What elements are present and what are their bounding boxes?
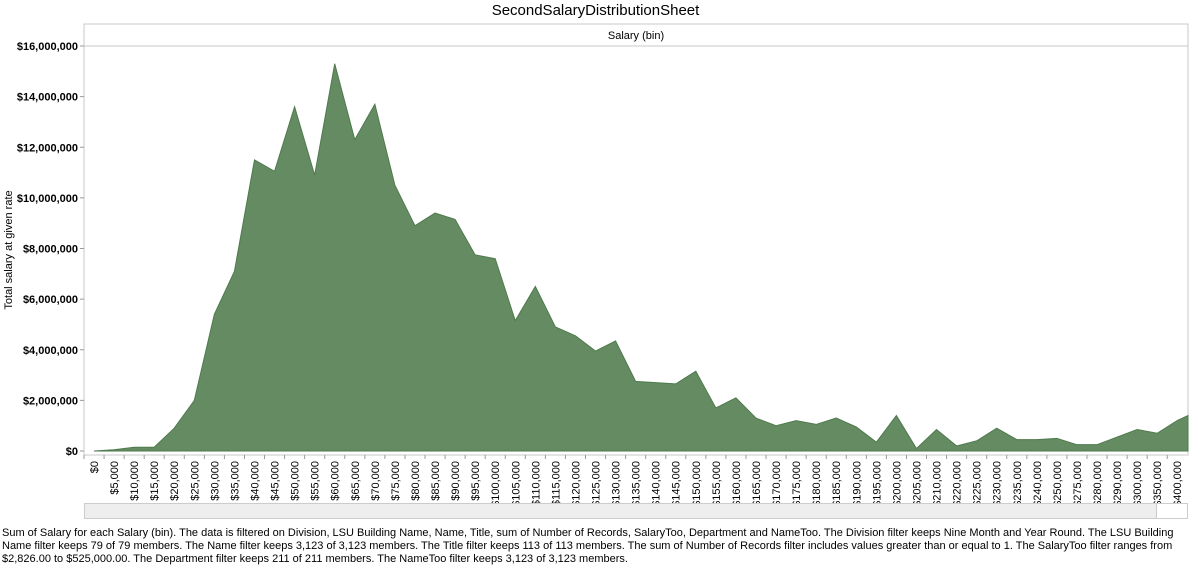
x-tick-label: $165,000	[751, 461, 763, 503]
x-tick-label: $250,000	[1052, 461, 1064, 503]
x-tick-label: $140,000	[651, 461, 663, 503]
x-tick-label: $80,000	[410, 461, 422, 501]
x-tick-label: $135,000	[631, 461, 643, 503]
scrollbar-thumb[interactable]	[1156, 504, 1187, 518]
x-tick-label: $25,000	[189, 461, 201, 501]
x-tick-label: $75,000	[390, 461, 402, 501]
chart-caption: Sum of Salary for each Salary (bin). The…	[2, 527, 1174, 565]
chart-pane	[83, 23, 1189, 456]
y-tick-label: $4,000,000	[23, 345, 78, 357]
x-tick-label: $205,000	[911, 461, 923, 503]
y-tick-label: $14,000,000	[17, 92, 78, 104]
x-tick-label: $40,000	[249, 461, 261, 501]
x-tick-label: $70,000	[370, 461, 382, 501]
x-tick-label: $145,000	[671, 461, 683, 503]
y-tick-label: $10,000,000	[17, 193, 78, 205]
x-tick-label: $170,000	[771, 461, 783, 503]
x-tick-label: $110,000	[530, 461, 542, 503]
column-header: Salary (bin)	[608, 30, 664, 42]
x-tick-label: $5,000	[109, 461, 121, 495]
x-tick-label: $290,000	[1112, 461, 1124, 503]
x-tick-label: $225,000	[972, 461, 984, 503]
x-tick-label: $10,000	[129, 461, 141, 501]
x-tick-label: $105,000	[510, 461, 522, 503]
x-tick-label: $275,000	[1072, 461, 1084, 503]
x-tick-label: $180,000	[811, 461, 823, 503]
x-tick-label: $115,000	[550, 461, 562, 503]
x-tick-label: $160,000	[731, 461, 743, 503]
x-tick-label: $125,000	[591, 461, 603, 503]
x-tick-label: $240,000	[1032, 461, 1044, 503]
x-tick-label: $400,000	[1172, 461, 1184, 503]
x-tick-label: $20,000	[169, 461, 181, 501]
x-tick-label: $95,000	[470, 461, 482, 501]
x-tick-label: $175,000	[791, 461, 803, 503]
x-tick-label: $190,000	[851, 461, 863, 503]
y-tick-label: $16,000,000	[17, 41, 78, 53]
y-tick-label: $0	[66, 446, 78, 458]
x-tick-label: $45,000	[270, 461, 282, 501]
x-tick-label: $55,000	[310, 461, 322, 501]
x-tick-label: $30,000	[209, 461, 221, 501]
x-tick-label: $0	[89, 461, 101, 473]
x-tick-label: $100,000	[490, 461, 502, 503]
x-tick-label: $50,000	[290, 461, 302, 501]
x-tick-label: $195,000	[871, 461, 883, 503]
x-tick-label: $200,000	[891, 461, 903, 503]
x-tick-label: $90,000	[450, 461, 462, 501]
x-tick-label: $185,000	[831, 461, 843, 503]
x-tick-label: $350,000	[1152, 461, 1164, 503]
x-tick-label: $150,000	[691, 461, 703, 503]
x-tick-label: $85,000	[430, 461, 442, 501]
x-tick-label: $155,000	[711, 461, 723, 503]
y-tick-label: $6,000,000	[23, 294, 78, 306]
x-tick-label: $235,000	[1012, 461, 1024, 503]
area-series	[93, 63, 1189, 452]
sheet-title: SecondSalaryDistributionSheet	[491, 2, 700, 19]
y-axis-title: Total salary at given rate	[3, 190, 15, 309]
x-tick-label: $280,000	[1092, 461, 1104, 503]
x-tick-label: $130,000	[611, 461, 623, 503]
x-tick-label: $230,000	[992, 461, 1004, 503]
x-tick-label: $300,000	[1132, 461, 1144, 503]
y-tick-label: $12,000,000	[17, 142, 78, 154]
x-tick-label: $65,000	[350, 461, 362, 501]
x-tick-label: $35,000	[229, 461, 241, 501]
x-tick-label: $15,000	[149, 461, 161, 501]
x-tick-label: $60,000	[330, 461, 342, 501]
y-tick-label: $8,000,000	[23, 244, 78, 256]
x-tick-label: $210,000	[932, 461, 944, 503]
x-tick-label: $220,000	[952, 461, 964, 503]
horizontal-scrollbar[interactable]	[84, 503, 1188, 519]
y-tick-label: $2,000,000	[23, 395, 78, 407]
x-tick-label: $120,000	[570, 461, 582, 503]
area-chart: Salary (bin) Total salary at given rate $0…	[3, 23, 1189, 503]
